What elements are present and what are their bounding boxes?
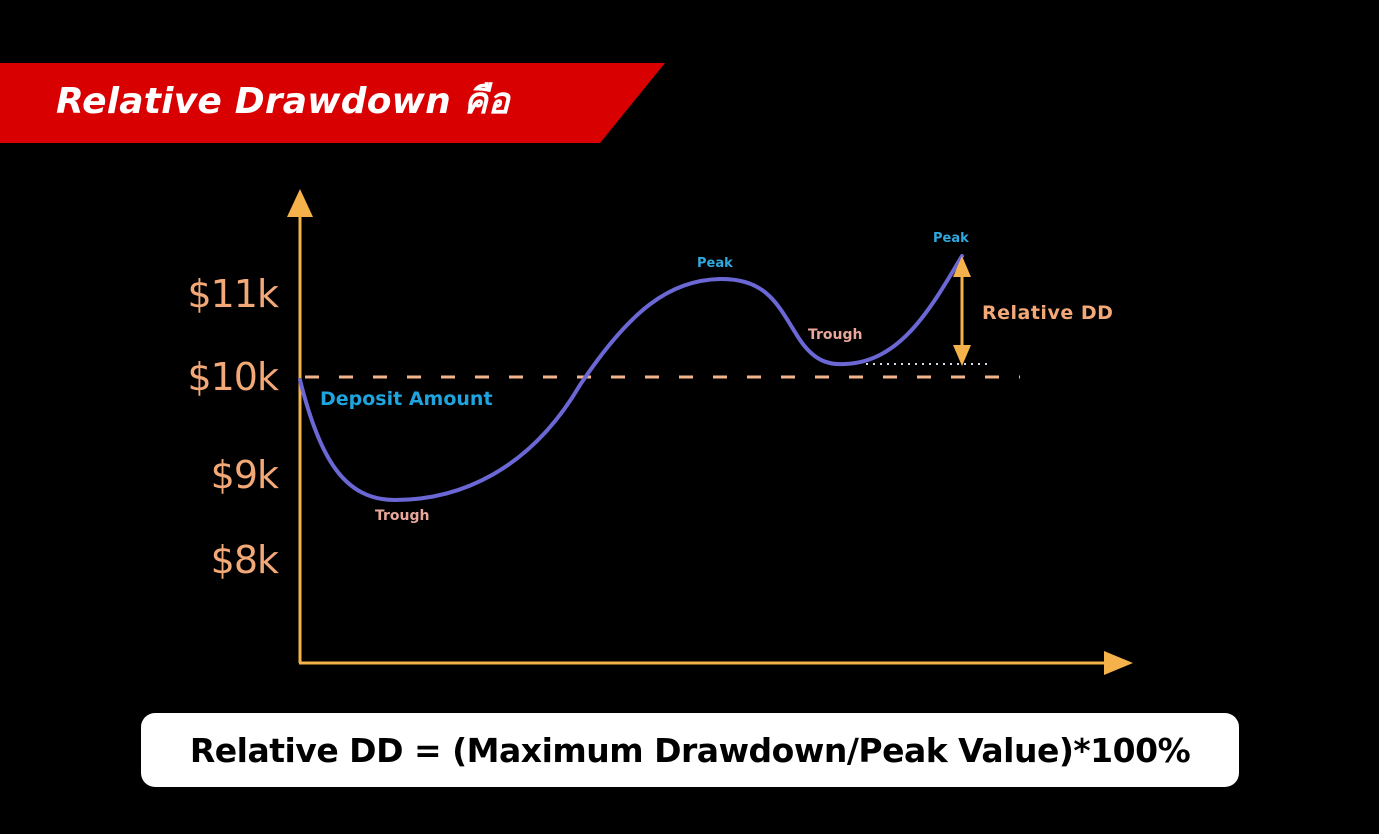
- trough-label-2: Trough: [808, 327, 863, 343]
- x-axis-arrow-icon: [1104, 651, 1133, 675]
- y-tick-8k: $8k: [210, 538, 279, 582]
- formula-text: Relative DD = (Maximum Drawdown/Peak Val…: [189, 730, 1191, 770]
- relative-dd-label: Relative DD: [982, 302, 1114, 324]
- y-axis-arrow-icon: [287, 189, 313, 217]
- equity-curve: [298, 254, 964, 503]
- deposit-amount-label: Deposit Amount: [320, 388, 493, 410]
- peak-label-2: Peak: [933, 231, 969, 246]
- y-tick-9k: $9k: [210, 453, 279, 497]
- arrow-down-icon: [953, 345, 971, 366]
- y-tick-11k: $11k: [187, 272, 279, 316]
- trough-label-1: Trough: [375, 508, 430, 524]
- peak-label-1: Peak: [697, 256, 733, 271]
- y-tick-10k: $10k: [187, 355, 279, 399]
- page-title: Relative Drawdown คือ: [56, 81, 510, 122]
- arrow-up-icon: [953, 256, 971, 277]
- formula-box: Relative DD = (Maximum Drawdown/Peak Val…: [141, 713, 1239, 787]
